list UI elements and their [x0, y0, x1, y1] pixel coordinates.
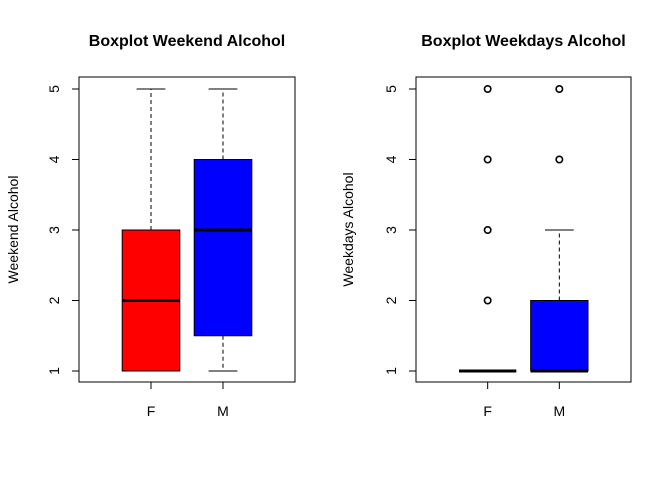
y-tick-label: 3: [46, 226, 62, 234]
y-tick-label: 1: [383, 367, 399, 375]
outlier-point: [555, 85, 564, 94]
x-tick-label: M: [553, 403, 565, 419]
outlier-point: [483, 226, 492, 235]
chart-title: Boxplot Weekdays Alcohol: [421, 33, 625, 50]
outlier-point: [555, 155, 564, 164]
chart-title: Boxplot Weekend Alcohol: [89, 33, 285, 50]
plot-frame: [78, 76, 296, 383]
panel-1: Boxplot Weekend Alcohol Weekend Alcohol 1 2…: [5, 33, 296, 419]
x-tick-label: M: [217, 403, 229, 419]
y-tick-label: 2: [46, 296, 62, 304]
outlier-point: [483, 155, 492, 164]
box-F: [459, 85, 517, 373]
y-tick-label: 3: [383, 226, 399, 234]
outlier-point: [483, 85, 492, 94]
box-body: [193, 159, 253, 337]
box-M: [530, 85, 589, 373]
x-tick-label: F: [483, 403, 492, 419]
y-tick-label: 5: [46, 85, 62, 93]
box-F: [121, 88, 181, 372]
y-tick-label: 5: [383, 85, 399, 93]
plot-frame: [415, 76, 632, 383]
box-M: [193, 88, 253, 372]
y-tick-label: 1: [46, 367, 62, 375]
y-axis-label: Weekend Alcohol: [5, 176, 21, 284]
y-tick-label: 4: [383, 155, 399, 163]
y-tick-label: 2: [383, 296, 399, 304]
panel-2: Boxplot Weekdays Alcohol Weekdays Alcohol…: [340, 33, 632, 419]
box-body: [530, 300, 589, 372]
y-tick-label: 4: [46, 155, 62, 163]
y-axis-label: Weekdays Alcohol: [340, 172, 356, 286]
x-tick-label: F: [147, 403, 156, 419]
outlier-point: [483, 296, 492, 305]
